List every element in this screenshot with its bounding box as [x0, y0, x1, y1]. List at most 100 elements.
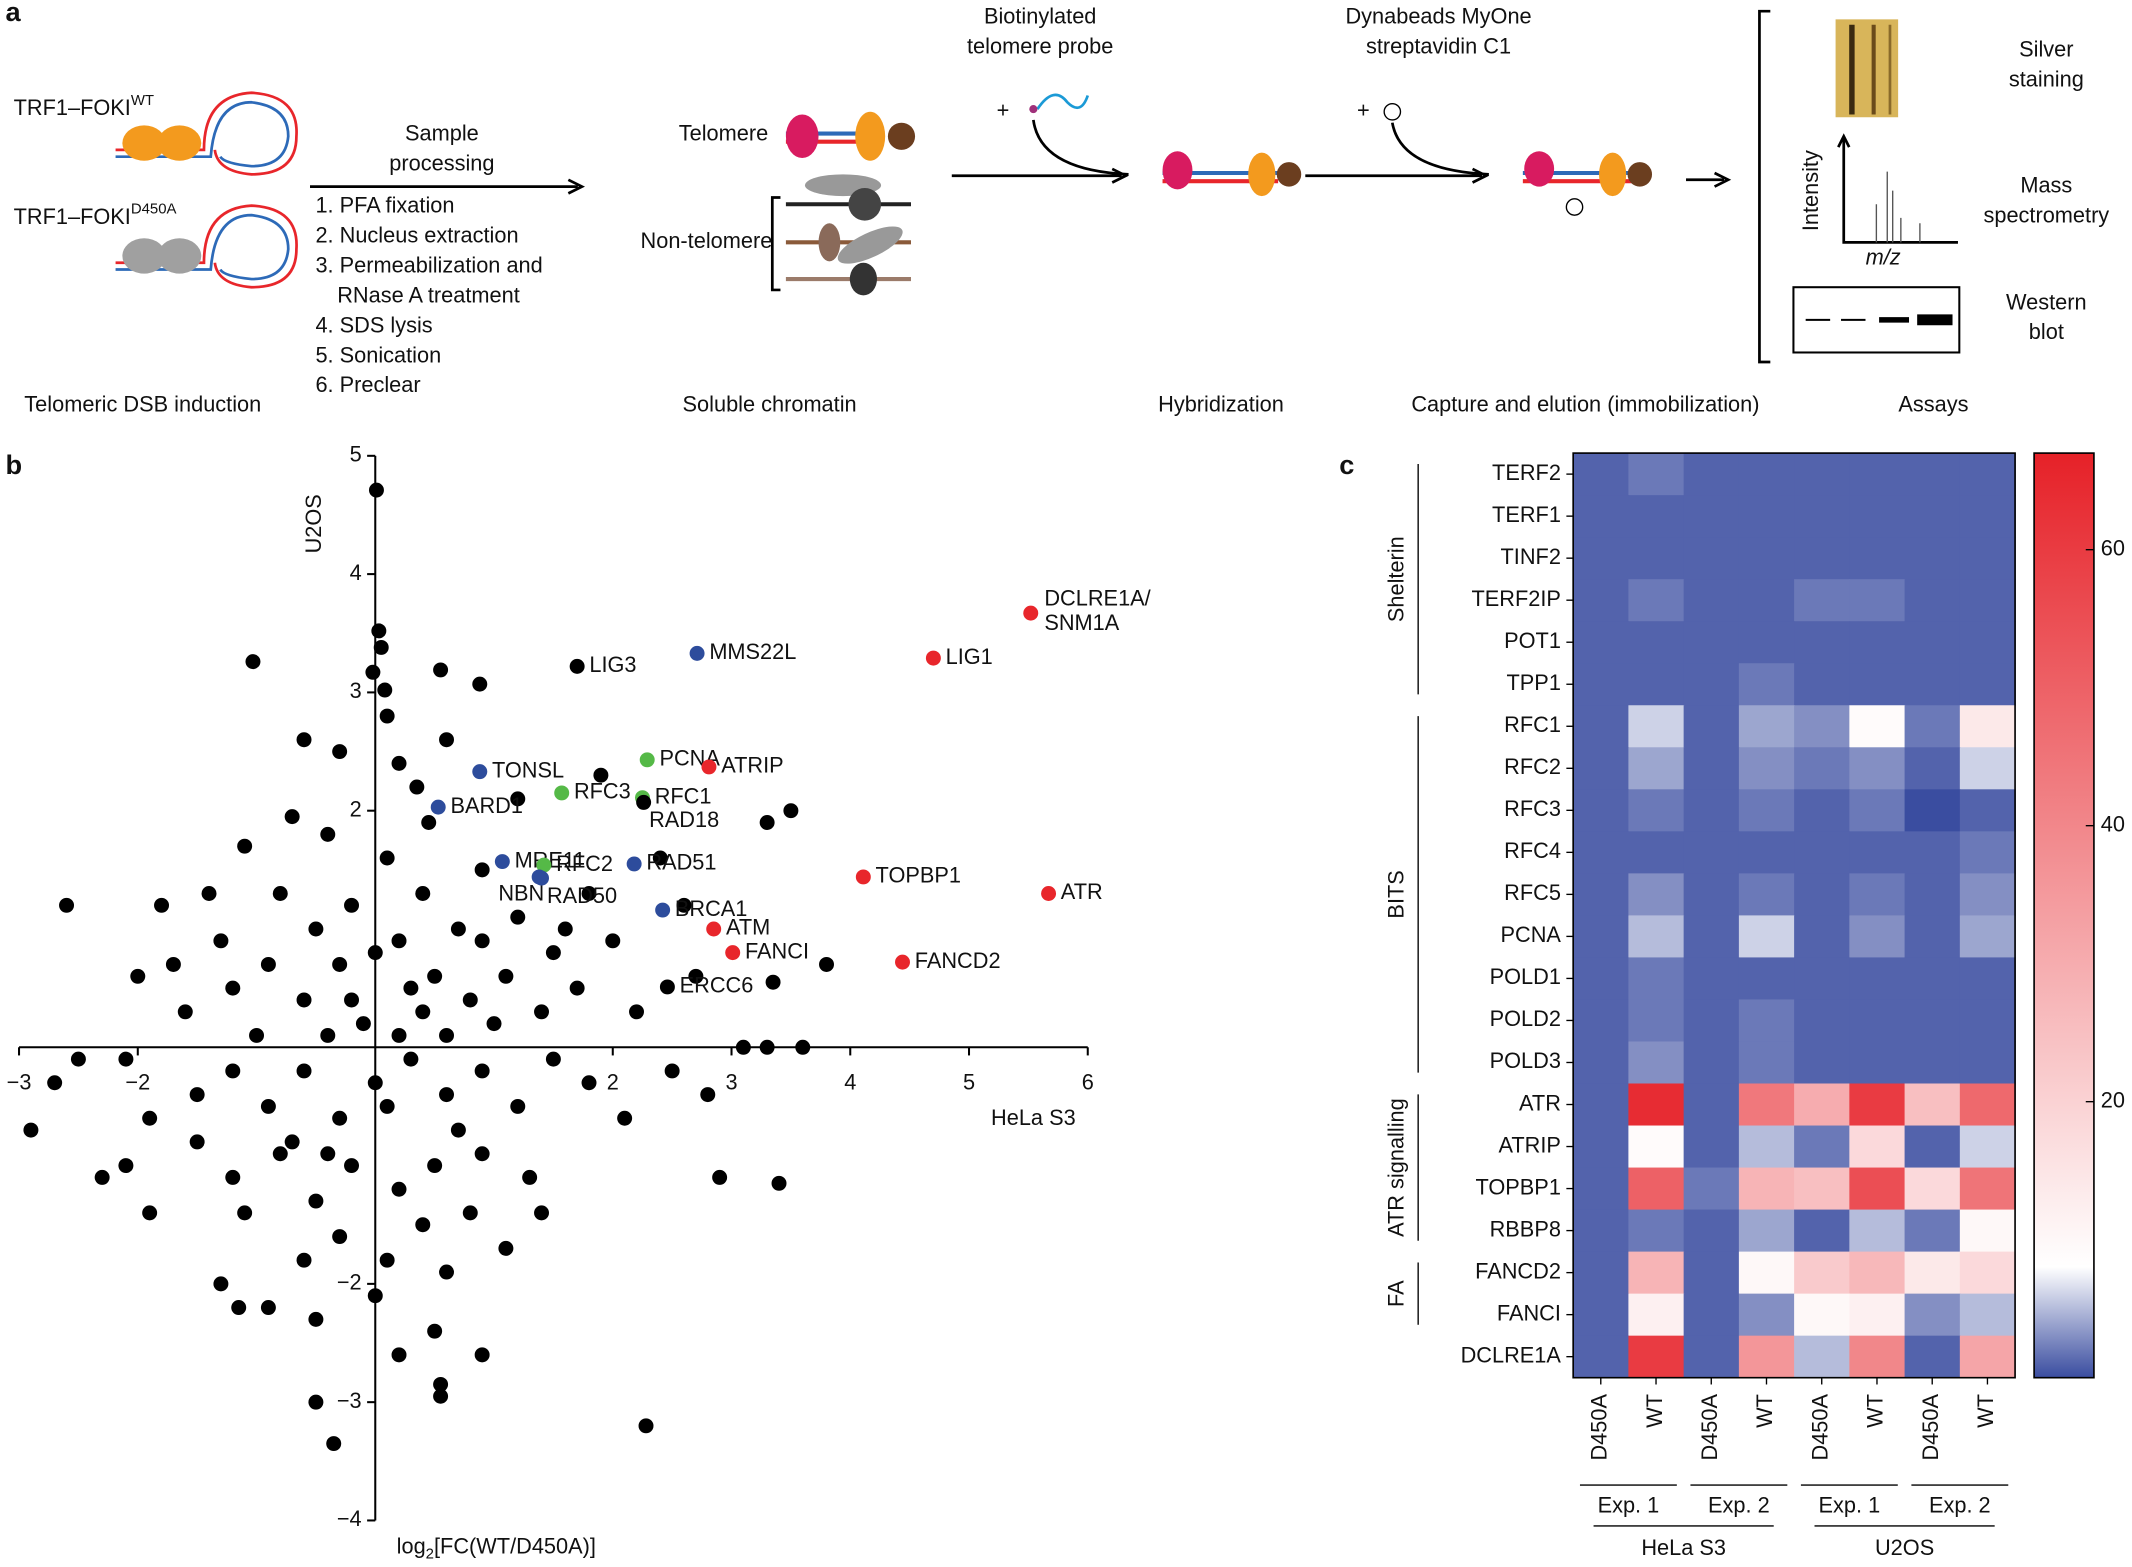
heatmap-cell [1794, 1251, 1851, 1295]
heatmap-cell [1573, 1125, 1630, 1169]
heatmap-cell [1794, 579, 1851, 622]
heatmap-cell [1738, 1167, 1795, 1211]
heatmap-cell [1794, 1167, 1851, 1211]
labeled-point [1023, 605, 1039, 621]
heatmap-cell [1573, 1251, 1630, 1295]
point [332, 1229, 348, 1245]
point-label: RFC3 [574, 779, 631, 804]
point [365, 664, 381, 680]
assay-label: Mass [2020, 172, 2072, 197]
heatmap-cell [1904, 1125, 1961, 1169]
point [415, 886, 431, 901]
point [593, 767, 609, 783]
point-label: RAD51 [646, 850, 716, 875]
point [213, 933, 229, 949]
heatmap-cell [1904, 957, 1961, 1001]
labeled-point [925, 650, 941, 666]
y-axis-title: U2OS [301, 494, 326, 553]
row-label: RBBP8 [1490, 1216, 1561, 1241]
heatmap-cell [1959, 453, 2016, 496]
point [59, 897, 75, 913]
labeled-point [472, 764, 488, 780]
heatmap-cell [1628, 957, 1685, 1001]
heatmap-cell [1628, 1041, 1685, 1085]
heatmap-cell [1849, 873, 1906, 917]
point [534, 1205, 549, 1221]
point-label: NBN [498, 880, 544, 905]
heatmap-cell [1794, 789, 1851, 833]
y-tick-label: 3 [350, 678, 362, 703]
content: ab cTRF1–FOKIWTTRF1–FOKID450ASampleproces… [5, 0, 2124, 1562]
heatmap-cell [1959, 579, 2016, 622]
heatmap-cell [1959, 1251, 2016, 1295]
heatmap-cell [1738, 579, 1795, 622]
heatmap-cell [1794, 915, 1851, 959]
processing-title: Sample [405, 121, 479, 146]
row-label: TERF2 [1492, 460, 1561, 485]
column-label: WT [1863, 1394, 1888, 1428]
point [474, 1063, 490, 1079]
y-tick-label: −2 [337, 1270, 362, 1295]
heatmap-cell [1904, 1167, 1961, 1211]
point-label: TONSL [492, 757, 564, 782]
point [569, 980, 585, 996]
point [284, 1134, 300, 1150]
heatmap-cell [1628, 1251, 1685, 1295]
row-label: ATR [1519, 1090, 1561, 1115]
construct-name: TRF1–FOKI [14, 95, 131, 120]
heatmap-cell [1573, 1083, 1630, 1127]
heatmap-cell [1628, 831, 1685, 875]
y-tick-label: 5 [350, 442, 362, 467]
point [427, 968, 443, 984]
panel-label: c [1339, 449, 1354, 480]
point-label: ATM [726, 915, 770, 940]
stage-label: Telomeric DSB induction [24, 391, 261, 416]
point [189, 1134, 205, 1150]
heatmap-cell [1959, 537, 2016, 580]
heatmap-cell [1904, 831, 1961, 875]
point-label: LIG1 [946, 644, 993, 669]
column-label: WT [1642, 1394, 1667, 1428]
row-label: TOPBP1 [1475, 1174, 1560, 1199]
point [510, 909, 526, 925]
row-group-label: FA [1384, 1280, 1409, 1307]
heatmap-cell [1573, 621, 1630, 664]
heatmap-cell [1849, 831, 1906, 875]
heatmap-cell [1904, 705, 1961, 748]
heatmap-cell [1683, 537, 1740, 580]
point-label: RAD18 [649, 807, 719, 832]
processing-step: RNase A treatment [337, 282, 520, 307]
heatmap-cell [1794, 1335, 1851, 1379]
heatmap-cell [1849, 705, 1906, 748]
heatmap-cell [1628, 495, 1685, 538]
point [320, 1027, 336, 1043]
heatmap-cell [1738, 1251, 1795, 1295]
point [154, 897, 170, 913]
heatmap-cell [1794, 663, 1851, 706]
point [260, 956, 276, 972]
heatmap-cell [1794, 1083, 1851, 1127]
x-axis-subtitle: HeLa S3 [991, 1105, 1076, 1130]
point-label: TOPBP1 [876, 863, 961, 888]
heatmap-cell [1959, 999, 2016, 1043]
x-tick-label: 4 [844, 1070, 856, 1095]
point [23, 1122, 39, 1138]
axis-label: Intensity [1798, 150, 1823, 231]
axis-label: m/z [1866, 244, 1901, 269]
row-label: RFC4 [1504, 838, 1561, 863]
point [486, 1016, 502, 1032]
heatmap-cell [1959, 1041, 2016, 1085]
row-group-label: Shelterin [1384, 536, 1409, 622]
point [439, 1087, 455, 1103]
point [617, 1110, 633, 1126]
point-label: BARD1 [450, 793, 523, 818]
heatmap-cell [1904, 915, 1961, 959]
heatmap-cell [1683, 663, 1740, 706]
point [391, 1181, 407, 1197]
point [638, 1418, 654, 1434]
heatmap-cell [1573, 999, 1630, 1043]
point [771, 1175, 787, 1191]
colorbar-tick-label: 60 [2101, 535, 2125, 560]
heatmap-cell [1849, 789, 1906, 833]
construct-label: TRF1–FOKID450A [14, 201, 177, 229]
